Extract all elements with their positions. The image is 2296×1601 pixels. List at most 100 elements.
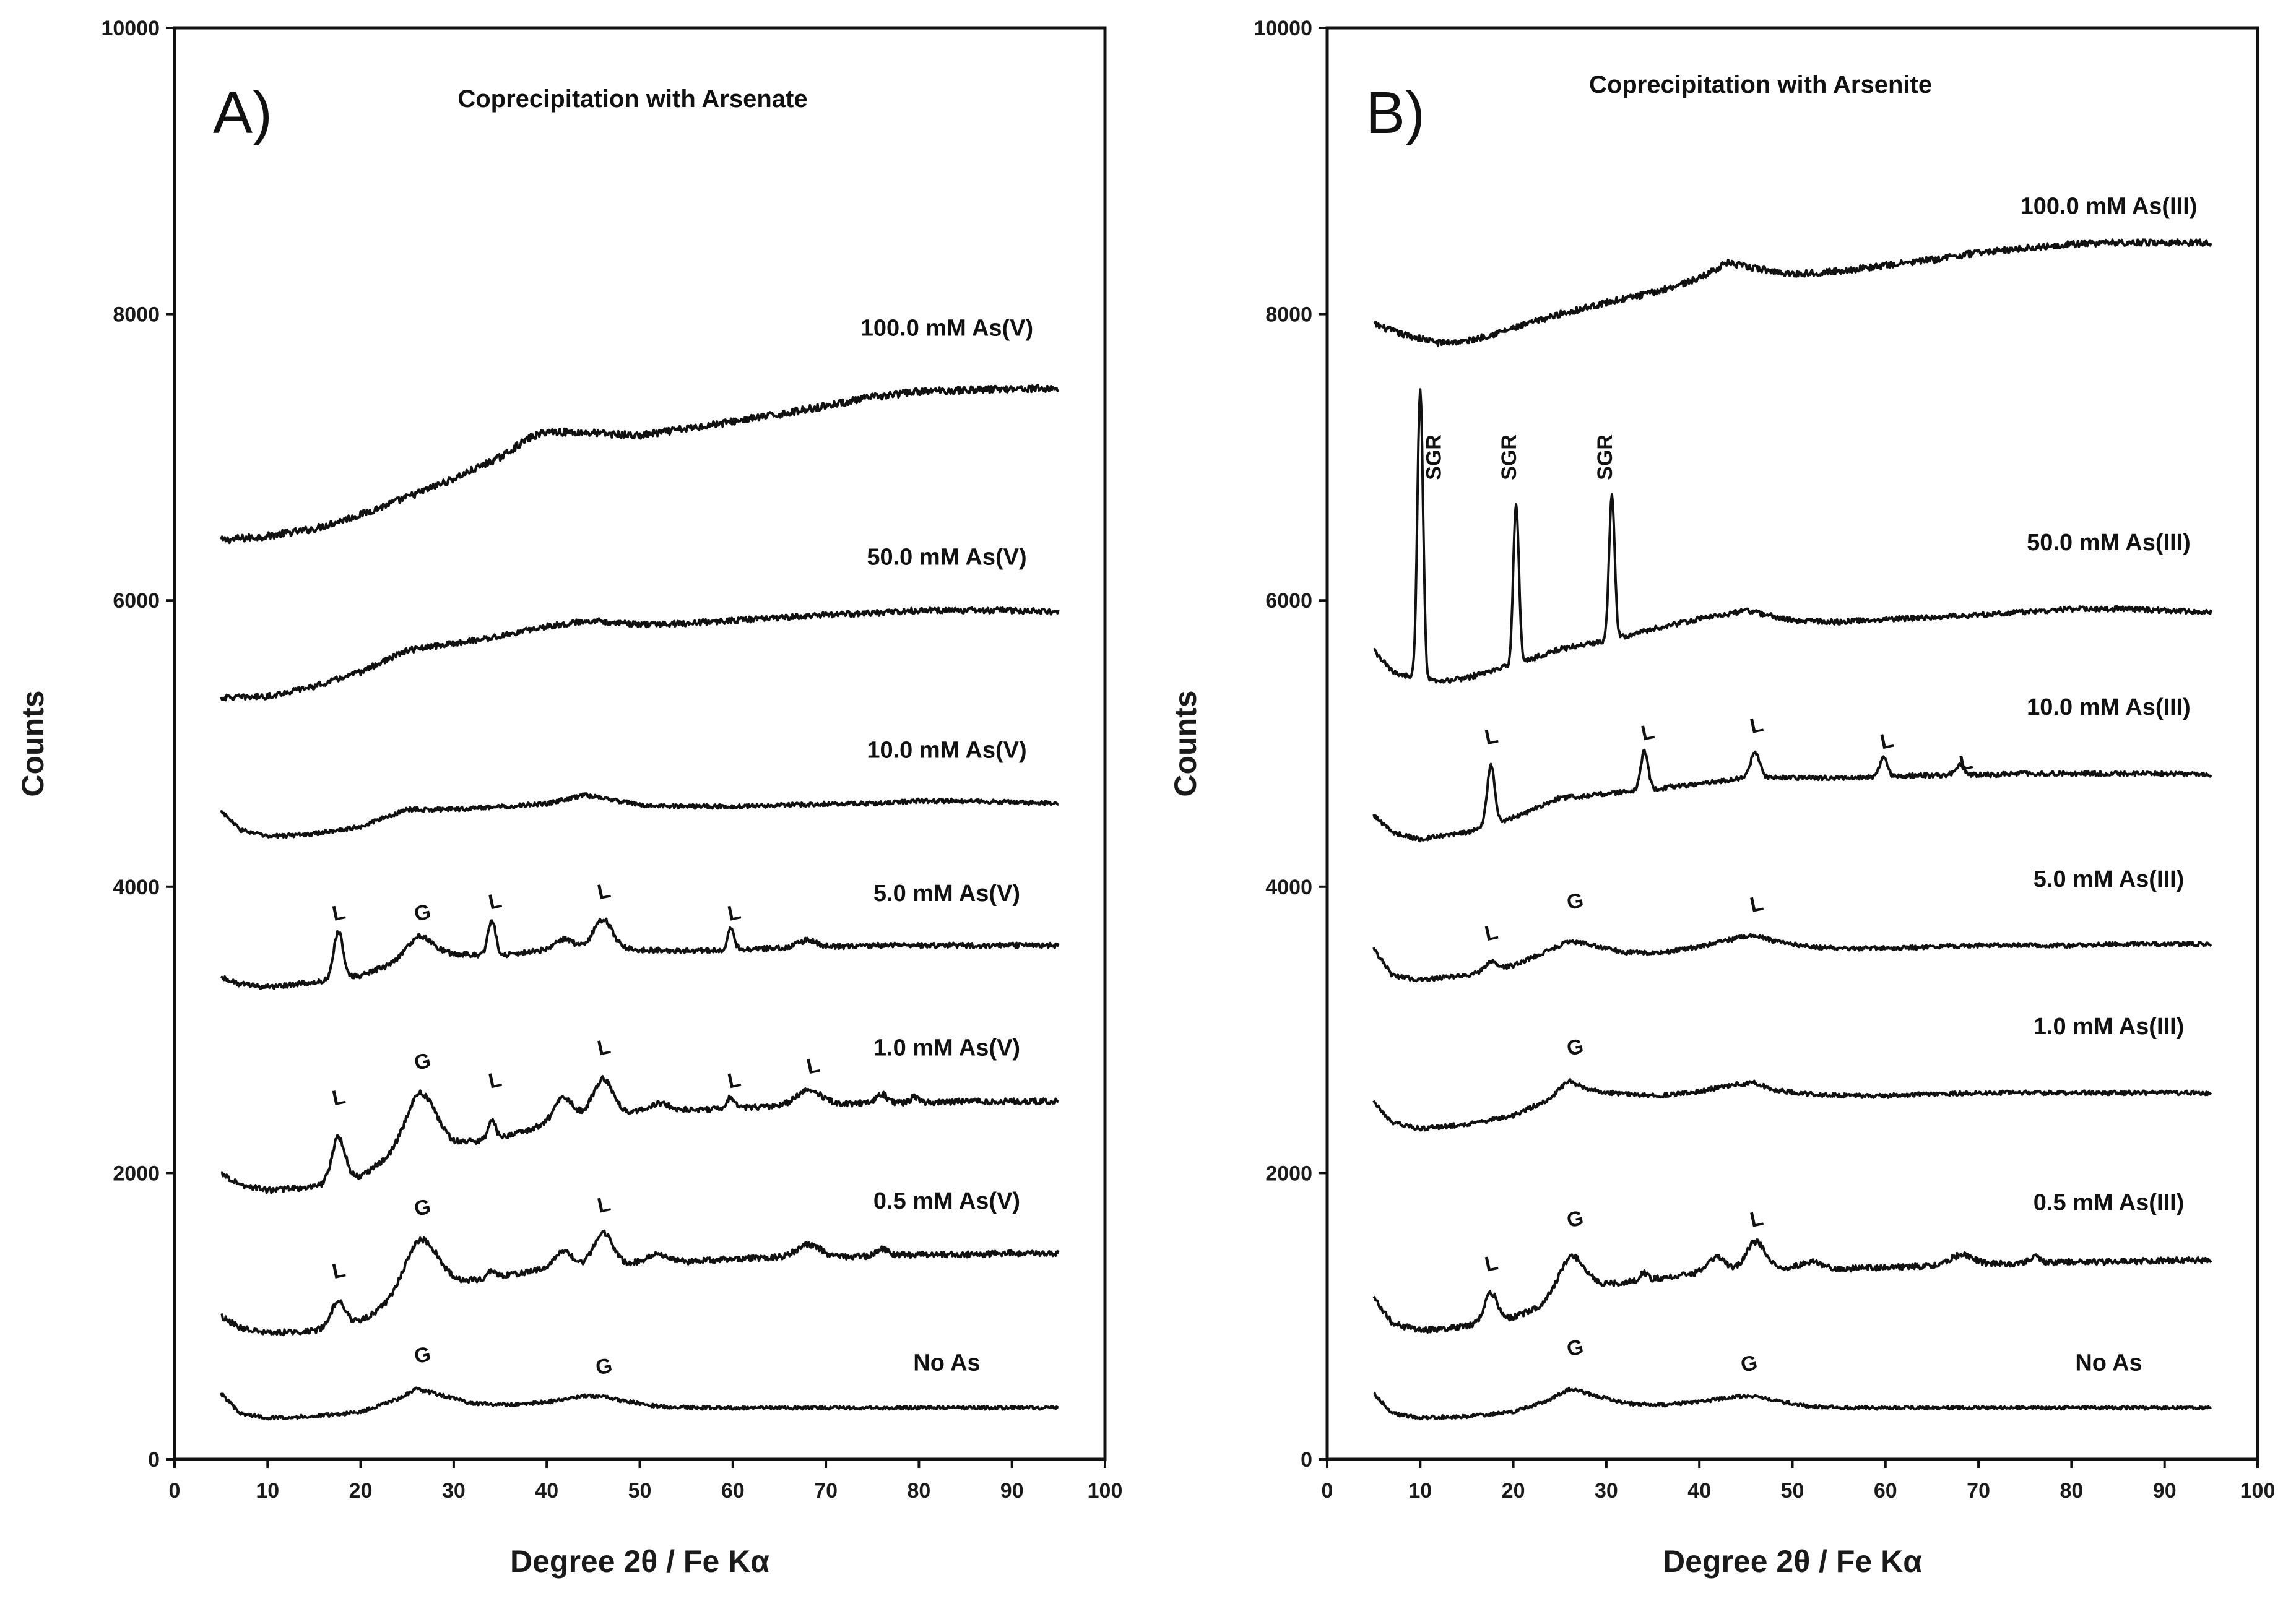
y-axis-title: Counts	[15, 690, 50, 796]
y-tick-label: 6000	[113, 589, 160, 613]
peak-label: G	[1565, 888, 1586, 915]
series-label: No As	[2075, 1350, 2142, 1376]
peak-label: G	[412, 1342, 433, 1369]
peak-label: G	[412, 1194, 433, 1221]
panel-a: 0 10 20 30 40 50 60 70 80 90 100 0 2000 4000 6000 8000 1…	[15, 17, 1122, 1579]
peak-label: L	[595, 1192, 612, 1217]
y-tick-label: 10000	[101, 17, 160, 40]
y-tick-label: 2000	[113, 1162, 160, 1185]
series-trace-2	[1372, 748, 2212, 843]
peak-label: L	[726, 900, 743, 925]
y-tick-label: 10000	[1254, 17, 1312, 40]
panel-label: B)	[1366, 80, 1425, 146]
x-tick-label: 90	[2153, 1479, 2177, 1503]
peak-label: L	[1483, 1251, 1500, 1276]
peak-label: L	[1483, 920, 1500, 946]
series-label: 1.0 mM As(V)	[873, 1035, 1020, 1061]
peak-label: L	[1483, 724, 1500, 749]
series-trace-4	[1372, 1078, 2212, 1132]
x-tick-label: 0	[1322, 1479, 1333, 1503]
peak-label: SGR	[1422, 434, 1445, 480]
series-label: 10.0 mM As(III)	[2027, 694, 2191, 720]
y-tick-label: 2000	[1265, 1162, 1312, 1185]
peak-label: G	[594, 1353, 615, 1380]
x-tick-label: 80	[907, 1479, 930, 1503]
y-axis-title: Counts	[1168, 690, 1203, 796]
x-tick-label: 30	[1595, 1479, 1618, 1503]
series-trace-6	[1373, 1386, 2212, 1421]
peak-label: L	[330, 1085, 347, 1110]
series-trace-4	[220, 1075, 1059, 1194]
panel-b: 0 10 20 30 40 50 60 70 80 90 100 0 2000 4000 6000 8000 1…	[1168, 17, 2275, 1579]
peak-label: L	[1748, 712, 1765, 738]
x-tick-label: 80	[2060, 1479, 2083, 1503]
series-label: 50.0 mM As(III)	[2027, 530, 2191, 556]
x-tick-label: 10	[1408, 1479, 1432, 1503]
peak-label: L	[1957, 750, 1975, 775]
y-tick-label: 4000	[1265, 876, 1312, 899]
peak-label: G	[1565, 1206, 1586, 1233]
x-tick-label: 0	[169, 1479, 181, 1503]
peak-label: SGR	[1593, 434, 1617, 480]
peak-label: L	[487, 889, 504, 914]
series-trace-1	[1373, 388, 2212, 684]
series-trace-5	[1372, 1238, 2212, 1334]
peak-label: L	[726, 1068, 743, 1093]
peak-label: G	[412, 900, 433, 926]
series-label: 10.0 mM As(V)	[867, 738, 1026, 764]
peak-label: L	[1748, 892, 1765, 917]
y-tick-label: 8000	[113, 303, 160, 327]
peak-label: L	[1878, 728, 1895, 754]
y-tick-label: 8000	[1265, 303, 1312, 327]
series-label: 5.0 mM As(V)	[873, 881, 1020, 907]
series-label: 5.0 mM As(III)	[2034, 866, 2185, 892]
x-axis-title: Degree 2θ / Fe Kα	[1663, 1544, 1922, 1579]
series-label: 50.0 mM As(V)	[867, 544, 1026, 570]
series-trace-0	[220, 384, 1059, 545]
chart-title: Coprecipitation with Arsenate	[457, 85, 807, 113]
y-tick-label: 4000	[113, 876, 160, 899]
panel-label: A)	[213, 80, 272, 146]
peak-label: L	[595, 879, 612, 904]
series-label: No As	[913, 1350, 980, 1376]
x-tick-label: 10	[256, 1479, 279, 1503]
x-tick-label: 20	[1502, 1479, 1525, 1503]
x-tick-label: 90	[1000, 1479, 1024, 1503]
series-trace-3	[1372, 933, 2212, 983]
x-tick-label: 50	[1781, 1479, 1804, 1503]
y-tick-label: 0	[148, 1448, 160, 1472]
peak-label: G	[1565, 1034, 1586, 1061]
series-label: 100.0 mM As(V)	[860, 315, 1033, 341]
peak-label: L	[330, 1258, 347, 1284]
x-tick-label: 70	[814, 1479, 838, 1503]
series-trace-3	[220, 917, 1060, 990]
peak-label: L	[1639, 720, 1657, 745]
series-label: 0.5 mM As(III)	[2034, 1190, 2185, 1216]
series-trace-5	[220, 1229, 1060, 1337]
peak-label: L	[487, 1068, 504, 1093]
x-axis-title: Degree 2θ / Fe Kα	[510, 1544, 769, 1579]
x-tick-label: 50	[628, 1479, 652, 1503]
peak-label: G	[1739, 1350, 1760, 1377]
series-trace-0	[1373, 238, 2212, 347]
x-tick-label: 100	[1088, 1479, 1123, 1503]
peak-label: G	[1565, 1335, 1586, 1361]
chart-title: Coprecipitation with Arsenite	[1589, 71, 1932, 98]
peak-label: G	[412, 1048, 433, 1075]
peak-label: L	[805, 1053, 822, 1079]
peak-label: L	[330, 900, 347, 925]
series-trace-2	[220, 792, 1059, 839]
x-tick-label: 60	[721, 1479, 745, 1503]
x-tick-label: 40	[535, 1479, 558, 1503]
peak-label: L	[1748, 1206, 1765, 1232]
x-tick-label: 60	[1874, 1479, 1897, 1503]
peak-label: SGR	[1497, 434, 1521, 480]
series-trace-1	[220, 606, 1060, 702]
x-tick-label: 100	[2240, 1479, 2276, 1503]
series-label: 0.5 mM As(V)	[873, 1188, 1020, 1214]
series-label: 1.0 mM As(III)	[2034, 1014, 2185, 1040]
x-tick-label: 30	[442, 1479, 466, 1503]
x-tick-label: 70	[1967, 1479, 1990, 1503]
y-tick-label: 0	[1301, 1448, 1312, 1472]
